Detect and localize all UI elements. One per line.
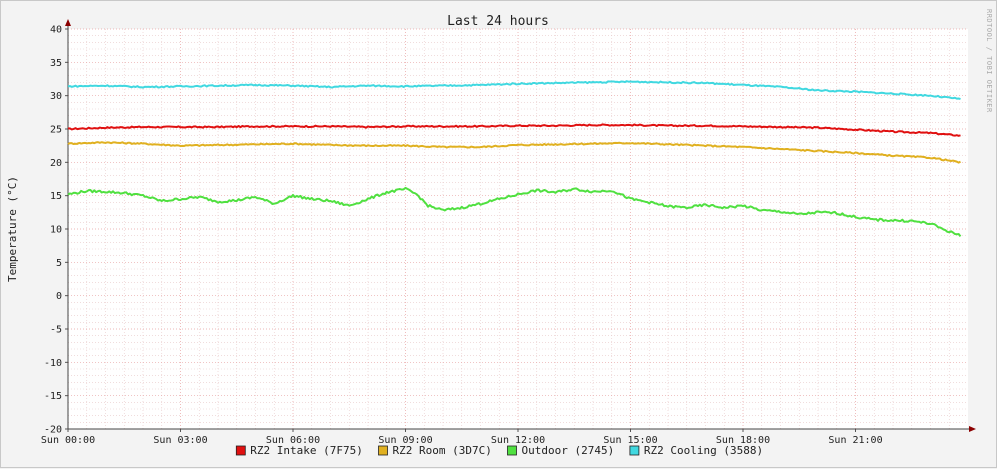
legend-item: RZ2 Intake (7F75)	[235, 444, 363, 457]
x-tick-label: Sun 03:00	[153, 435, 207, 446]
y-tick-label: 0	[56, 291, 62, 302]
legend-label: Outdoor (2745)	[522, 444, 615, 457]
y-tick-label: 15	[50, 191, 62, 202]
y-axis-label: Temperature (°C)	[6, 176, 19, 282]
legend-swatch	[235, 445, 246, 456]
x-tick-label: Sun 12:00	[491, 435, 545, 446]
series-line	[67, 141, 961, 164]
legend-item: Outdoor (2745)	[507, 444, 615, 457]
y-tick-label: -20	[44, 425, 62, 436]
y-tick-label: -10	[44, 358, 62, 369]
x-tick-label: Sun 06:00	[266, 435, 320, 446]
series-line	[67, 123, 961, 137]
rrdtool-watermark: RRDTOOL / TOBI OETIKER	[985, 9, 993, 113]
grid	[67, 28, 968, 430]
legend: RZ2 Intake (7F75) RZ2 Room (3D7C) Outdoor …	[235, 444, 763, 457]
legend-swatch	[629, 445, 640, 456]
y-tick-label: 30	[50, 91, 62, 102]
legend-label: RZ2 Room (3D7C)	[393, 444, 492, 457]
x-tick-label: Sun 18:00	[716, 435, 770, 446]
series-line	[67, 80, 961, 101]
x-tick-label: Sun 15:00	[603, 435, 657, 446]
legend-swatch	[378, 445, 388, 456]
y-tick-label: 40	[50, 25, 62, 36]
x-tick-label: Sun 00:00	[41, 435, 95, 446]
legend-label: RZ2 Intake (7F75)	[250, 444, 363, 457]
series-line	[67, 186, 962, 238]
x-tick-label: Sun 21:00	[828, 435, 882, 446]
legend-item: RZ2 Cooling (3588)	[629, 444, 763, 457]
y-tick-label: 25	[50, 125, 62, 136]
y-tick-label: -5	[50, 325, 62, 336]
legend-label: RZ2 Cooling (3588)	[644, 444, 763, 457]
x-axis-arrow	[969, 426, 976, 432]
y-tick-label: 20	[50, 158, 62, 169]
x-tick-label: Sun 09:00	[378, 435, 432, 446]
y-tick-label: -15	[44, 391, 62, 402]
y-tick-label: 35	[50, 58, 62, 69]
legend-item: RZ2 Room (3D7C)	[378, 444, 492, 457]
y-tick-label: 5	[56, 258, 62, 269]
y-axis-arrow	[65, 19, 71, 26]
series-lines	[67, 80, 962, 238]
legend-swatch	[507, 445, 517, 456]
y-tick-label: 10	[50, 225, 62, 236]
chart-title: Last 24 hours	[447, 14, 549, 29]
axes: -20 -15 -10 -5 0 5 10 15 20 25 30 35 40 Sun 00:00 Sun …	[41, 19, 976, 446]
